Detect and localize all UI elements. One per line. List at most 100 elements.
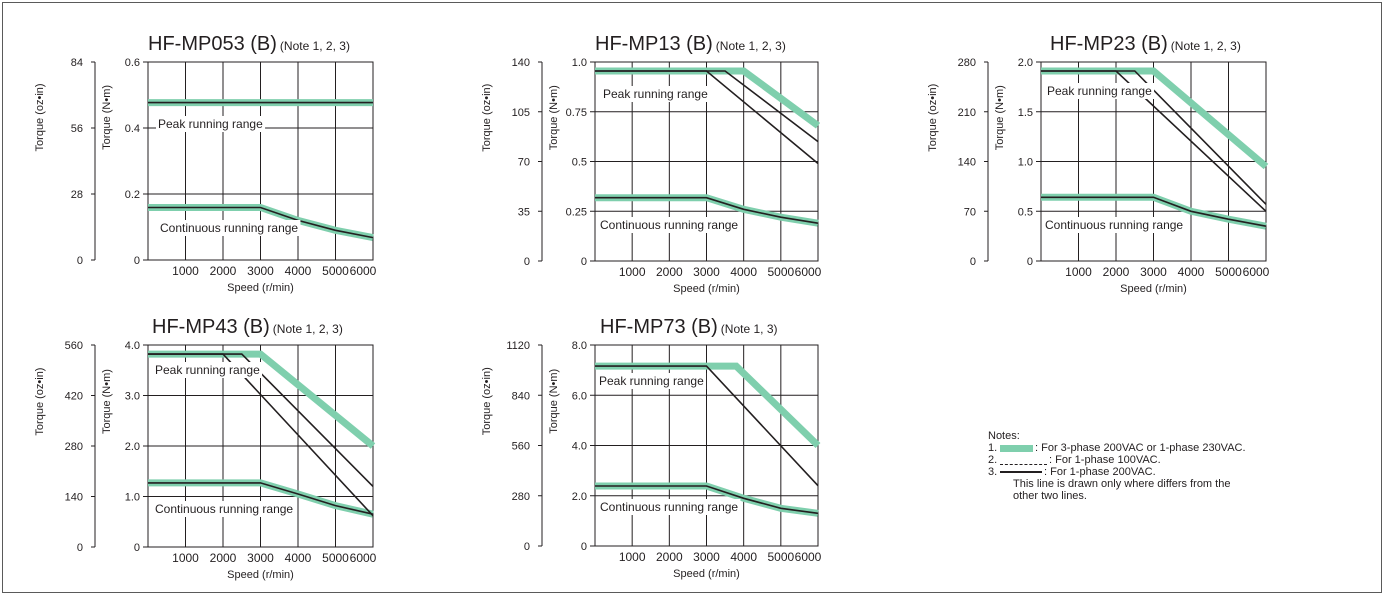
chart5-xtick-label: 1000: [619, 550, 646, 564]
black-line-swatch: [1000, 471, 1042, 473]
chart4-series-black: [148, 353, 374, 517]
chart5-xtick-label: 4000: [730, 550, 757, 564]
chart4-xtick-label: 6000: [350, 551, 377, 565]
chart3-ytick-label: 2.0: [1018, 57, 1033, 69]
chart3-ytick-label: 1.5: [1018, 107, 1033, 119]
chart4-xtick-label: 5000: [322, 551, 349, 565]
chart5-oz-tick-label: 1120: [506, 340, 530, 352]
chart3-ytick-label: 0.5: [1018, 206, 1033, 218]
note-3: 3. : For 1-phase 200VAC.: [988, 466, 1246, 478]
chart4-y-axis-label-oz: Torque (oz•in): [34, 368, 46, 436]
chart2-title: HF-MP13 (B): [595, 33, 713, 55]
chart3-xtick-label: 1000: [1065, 265, 1092, 279]
chart5-oz-tick-label: 280: [512, 491, 530, 503]
note-3-number: 3.: [988, 466, 998, 478]
chart2-oz-tick-label: 35: [518, 206, 530, 218]
chart5-xtick-label: 2000: [656, 550, 683, 564]
note-1-number: 1.: [988, 442, 998, 454]
chart5-oz-tick-label: 0: [524, 541, 530, 553]
chart4-continuous-range-label-bg: [153, 501, 296, 517]
chart2-series-black: [595, 70, 819, 165]
chart4-xtick-label: 2000: [210, 551, 237, 565]
chart2-xtick-label: 4000: [730, 265, 757, 279]
chart1-ytick-label: 0.6: [125, 57, 140, 69]
chart4-ytick-label: 2.0: [125, 441, 140, 453]
chart4-series-black: [148, 482, 374, 515]
chart1-y-axis-label-oz: Torque (oz•in): [34, 83, 46, 151]
note-1: 1. : For 3-phase 200VAC or 1-phase 230VA…: [988, 442, 1246, 454]
chart4-y-axis-label-nm: Torque (N•m): [101, 369, 113, 434]
chart5-ytick-label: 2.0: [572, 491, 587, 503]
chart2-oz-tick-label: 105: [512, 107, 530, 119]
chart2-title-note: (Note 1, 2, 3): [716, 39, 786, 53]
chart1-oz-tick-label: 0: [77, 255, 83, 267]
chart1-x-axis-label: Speed (r/min): [227, 282, 294, 294]
chart5-ytick-label: 4.0: [572, 441, 587, 453]
chart4-oz-tick-label: 420: [65, 391, 83, 403]
chart4-peak-range-label-bg: [153, 362, 263, 378]
chart5-continuous-range-label-bg: [598, 499, 741, 515]
chart2-xtick-label: 2000: [656, 265, 683, 279]
chart5-series-black: [595, 485, 819, 515]
chart2-ytick-label: 0.25: [566, 206, 587, 218]
green-line-swatch: [1000, 444, 1033, 452]
chart3-y-axis-label-nm: Torque (N•m): [994, 85, 1006, 150]
chart1-oz-tick-label: 84: [71, 57, 83, 69]
chart1-title-note: (Note 1, 2, 3): [280, 39, 350, 53]
chart5-ytick-label: 0: [581, 541, 587, 553]
chart3-xtick-label: 2000: [1103, 265, 1130, 279]
chart4-ytick-label: 0: [134, 542, 140, 554]
chart5-y-axis-label-nm: Torque (N•m): [548, 369, 560, 434]
chart1-plot-frame: [147, 61, 374, 261]
chart1-peak-range-label-bg: [156, 116, 266, 132]
chart5-x-axis-label: Speed (r/min): [673, 568, 740, 580]
chart5-xtick-label: 5000: [767, 550, 794, 564]
chart3-oz-tick-label: 70: [964, 206, 976, 218]
chart2-ytick-label: 0.5: [572, 157, 587, 169]
note-1-text: : For 3-phase 200VAC or 1-phase 230VAC.: [1035, 442, 1246, 454]
chart4-ytick-label: 3.0: [125, 391, 140, 403]
chart5-xtick-label: 3000: [693, 550, 720, 564]
chart4-oz-tick-label: 280: [65, 441, 83, 453]
chart1-xtick-label: 2000: [210, 264, 237, 278]
chart1-continuous-range-label-bg: [158, 220, 301, 236]
note-3-extra-2: other two lines.: [1013, 490, 1087, 502]
note-2: 2. : For 1-phase 100VAC.: [988, 454, 1246, 466]
chart1-ytick-label: 0: [134, 255, 140, 267]
chart2-series-black: [595, 196, 819, 224]
chart3-title-note: (Note 1, 2, 3): [1171, 39, 1241, 53]
chart4-ytick-label: 1.0: [125, 492, 140, 504]
chart4-xtick-label: 1000: [172, 551, 199, 565]
dashed-line-swatch: [1000, 463, 1047, 465]
chart1-title: HF-MP053 (B): [148, 33, 277, 55]
chart4-title: HF-MP43 (B): [152, 316, 270, 338]
chart3-xtick-label: 3000: [1140, 265, 1167, 279]
chart3-peak-range-label-bg: [1045, 83, 1155, 99]
chart2-ytick-label: 0.75: [566, 107, 587, 119]
chart3-title: HF-MP23 (B): [1050, 33, 1168, 55]
chart2-xtick-label: 5000: [767, 265, 794, 279]
notes-legend: Notes: 1. : For 3-phase 200VAC or 1-phas…: [988, 430, 1246, 502]
chart3-oz-tick-label: 140: [958, 157, 976, 169]
chart2-peak-range-label-bg: [601, 86, 711, 102]
chart2-peak-range-label: Peak running range: [603, 87, 708, 101]
chart2-y-axis-label-nm: Torque (N•m): [548, 85, 560, 150]
chart4-oz-tick-label: 140: [65, 492, 83, 504]
chart4-ytick-label: 4.0: [125, 340, 140, 352]
chart4-continuous-range-label: Continuous running range: [155, 502, 293, 516]
chart2-xtick-label: 1000: [619, 265, 646, 279]
chart5-title-note: (Note 1, 3): [721, 322, 778, 336]
chart1-ytick-label: 0.4: [125, 123, 140, 135]
chart2-oz-tick-label: 140: [512, 57, 530, 69]
chart3-xtick-label: 4000: [1178, 265, 1205, 279]
chart3-continuous-range-label: Continuous running range: [1045, 218, 1183, 232]
chart1-xtick-label: 5000: [322, 264, 349, 278]
note-3-text: : For 1-phase 200VAC.: [1044, 466, 1156, 478]
note-2-number: 2.: [988, 454, 998, 466]
chart1-oz-tick-label: 28: [71, 189, 83, 201]
chart2-x-axis-label: Speed (r/min): [673, 283, 740, 295]
chart2-oz-tick-label: 70: [518, 157, 530, 169]
chart5-peak-range-label: Peak running range: [599, 374, 704, 388]
